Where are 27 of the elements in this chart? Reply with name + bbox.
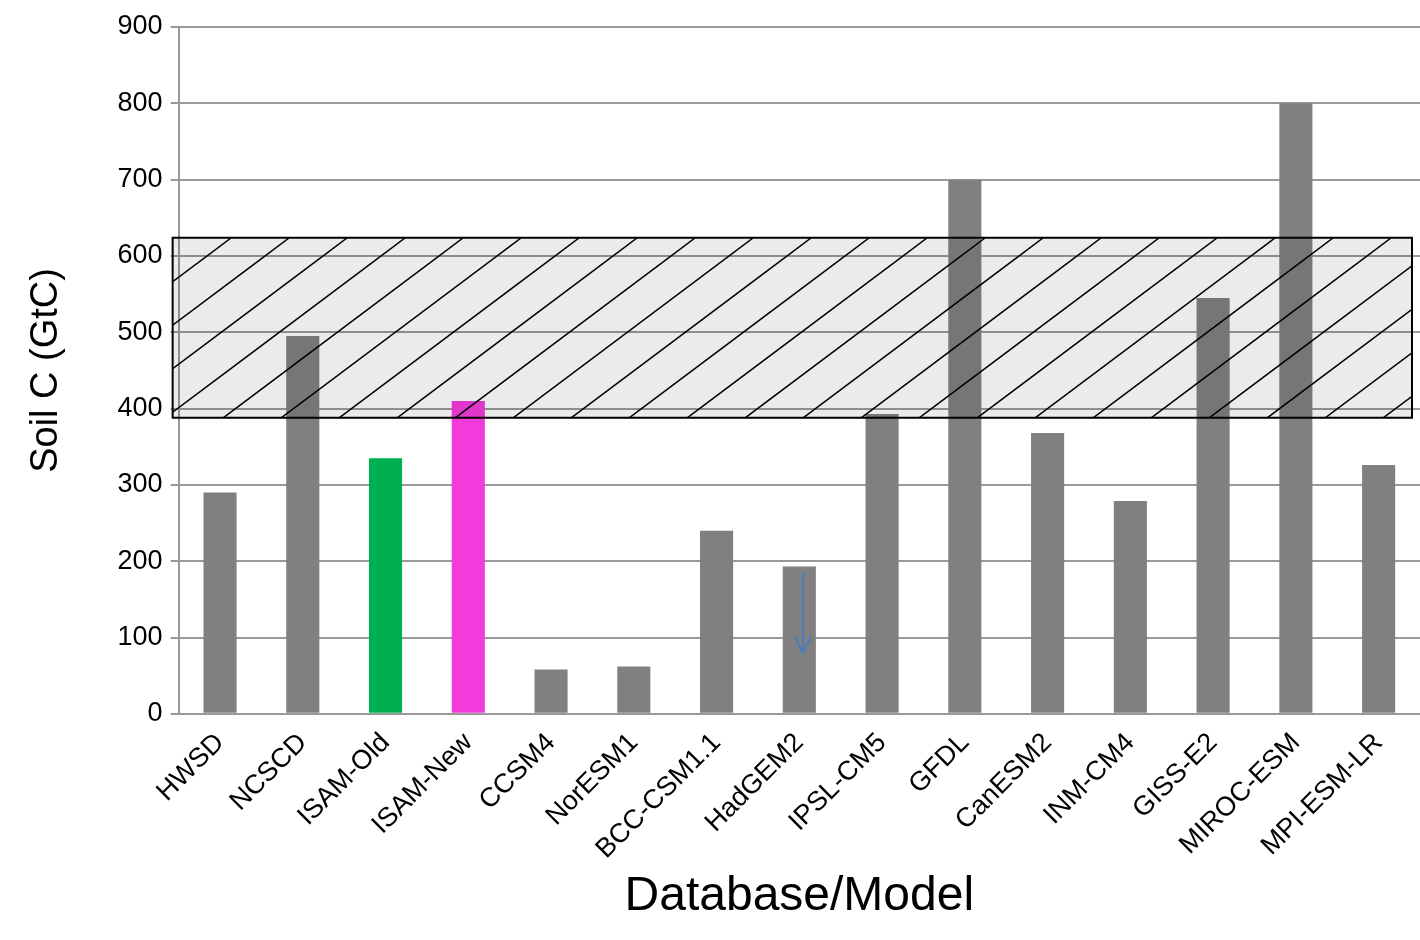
- y-tick-label: 900: [117, 10, 163, 41]
- bar: [203, 492, 237, 713]
- bar: [1196, 297, 1230, 713]
- y-tick-label: 200: [117, 544, 163, 575]
- bar: [1031, 433, 1065, 713]
- y-tick-label: 100: [117, 620, 163, 651]
- bar: [782, 566, 816, 713]
- bar: [451, 400, 485, 713]
- y-tick-label: 600: [117, 239, 163, 270]
- bar: [534, 669, 568, 713]
- bar: [948, 179, 982, 713]
- bar: [617, 666, 651, 713]
- bar: [286, 336, 320, 713]
- y-tick-label: 800: [117, 86, 163, 117]
- y-tick-label: 500: [117, 315, 163, 346]
- bar: [1279, 103, 1313, 713]
- bar: [368, 458, 403, 713]
- bar: [865, 413, 899, 713]
- y-axis-title: Soil C (GtC): [23, 268, 66, 473]
- y-tick-label: 300: [117, 468, 163, 499]
- y-tick-label: 400: [117, 392, 163, 423]
- y-tick-label: 0: [147, 697, 163, 728]
- x-axis-title: Database/Model: [624, 867, 975, 921]
- bar: [700, 530, 734, 713]
- bar: [1362, 465, 1396, 713]
- bar: [1113, 500, 1147, 713]
- y-tick-label: 700: [117, 163, 163, 194]
